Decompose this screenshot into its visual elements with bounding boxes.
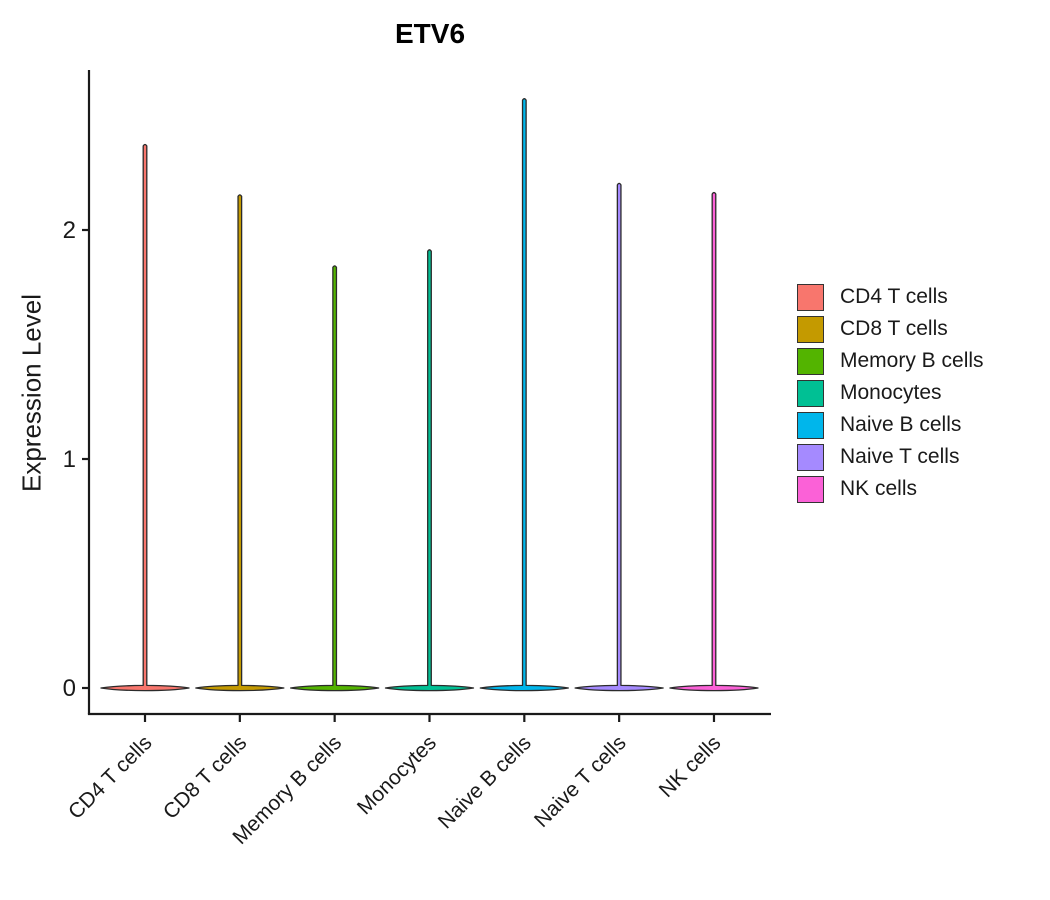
x-tick-label: Monocytes — [353, 731, 441, 819]
x-tick-label: Naive T cells — [530, 731, 631, 832]
legend-item: NK cells — [797, 475, 984, 503]
y-tick-label: 2 — [63, 217, 76, 244]
violin-shape — [669, 191, 759, 692]
legend-swatch — [797, 283, 824, 311]
legend-item: Naive T cells — [797, 443, 984, 471]
legend-swatch — [797, 315, 824, 343]
legend: CD4 T cells CD8 T cells Memory B cells Mono… — [797, 283, 984, 507]
violin-shape — [195, 194, 285, 692]
x-tick-label: CD8 T cells — [159, 731, 251, 823]
legend-item: CD8 T cells — [797, 315, 984, 343]
y-tick-label: 1 — [63, 446, 76, 473]
violin-shape — [574, 182, 664, 692]
legend-label: CD4 T cells — [840, 285, 948, 308]
chart-title: ETV6 — [394, 18, 466, 49]
legend-swatch — [797, 347, 824, 375]
violin-shape — [290, 265, 380, 692]
legend-item: Memory B cells — [797, 347, 984, 375]
legend-item: Naive B cells — [797, 411, 984, 439]
x-tick-label: CD4 T cells — [64, 731, 156, 823]
legend-label: Naive B cells — [840, 413, 962, 436]
violin-shape — [384, 249, 475, 692]
legend-swatch — [797, 379, 824, 407]
violin-shape — [479, 98, 569, 692]
legend-label: Monocytes — [840, 381, 942, 404]
legend-label: NK cells — [840, 477, 918, 500]
legend-swatch — [797, 443, 824, 471]
legend-item: Monocytes — [797, 379, 984, 407]
x-tick-label: NK cells — [655, 731, 726, 802]
legend-swatch — [797, 411, 824, 439]
legend-label: Memory B cells — [840, 349, 984, 372]
x-tick-label: Naive B cells — [434, 731, 536, 833]
legend-swatch — [797, 475, 824, 503]
y-tick-label: 0 — [63, 675, 76, 702]
legend-label: CD8 T cells — [840, 317, 948, 340]
legend-item: CD4 T cells — [797, 283, 984, 311]
legend-label: Naive T cells — [840, 445, 960, 468]
violin-shape — [100, 143, 190, 692]
